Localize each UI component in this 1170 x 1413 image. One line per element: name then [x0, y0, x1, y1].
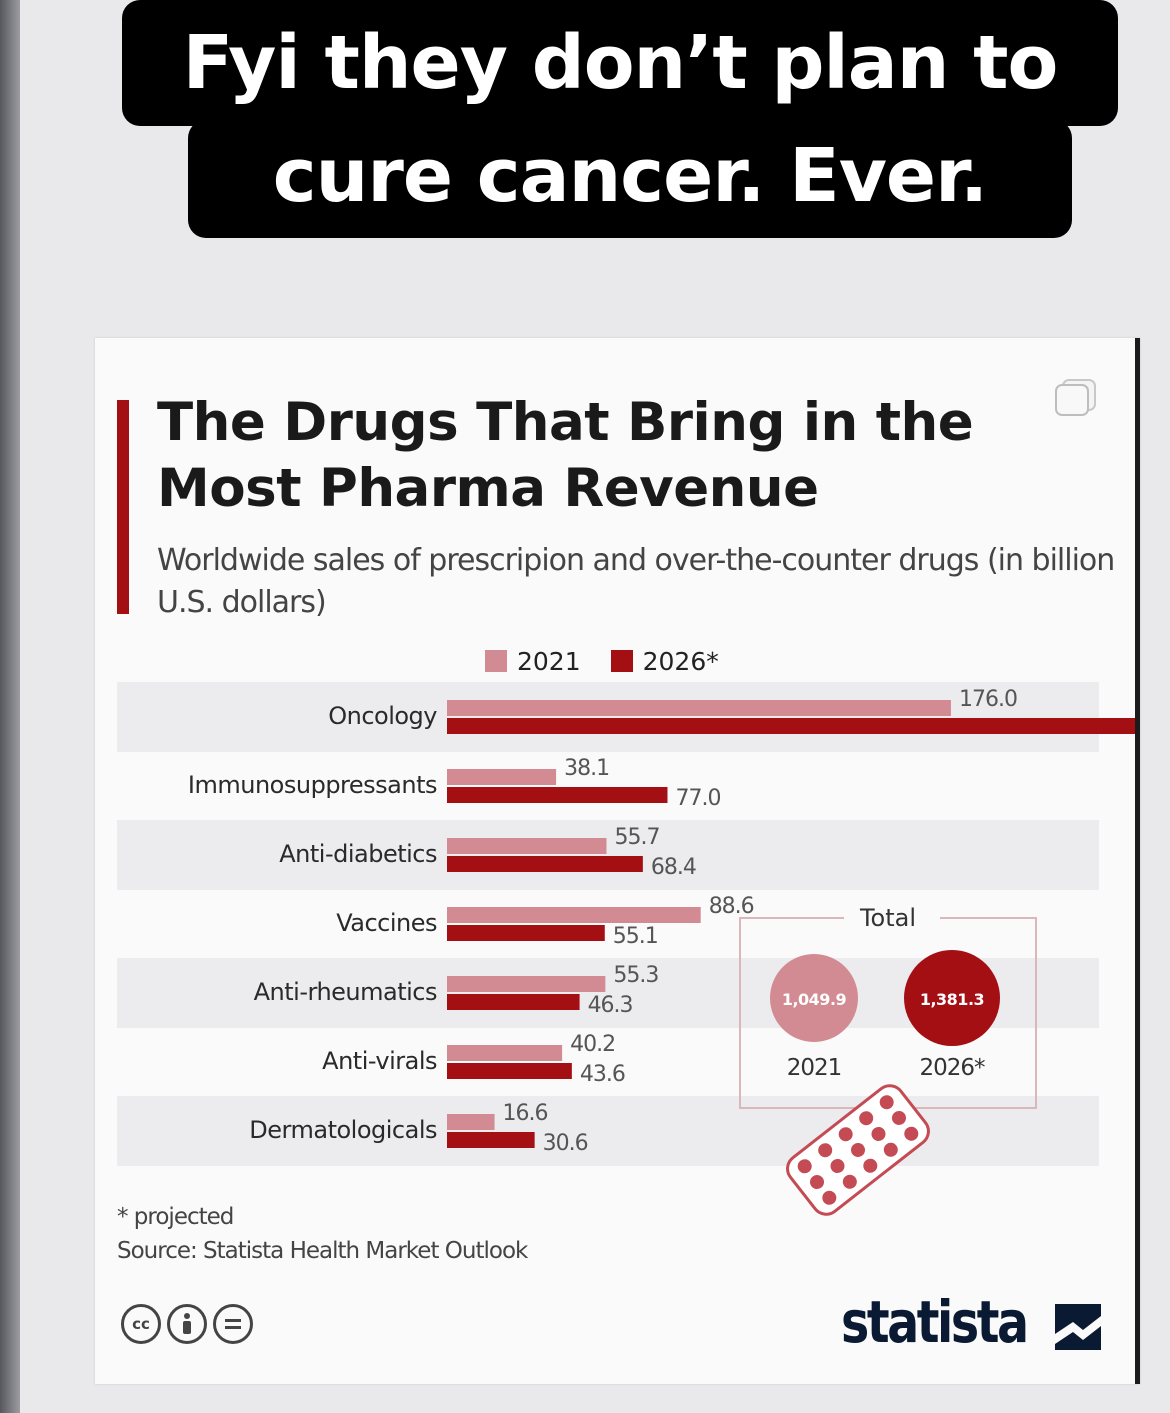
value-label-2026: 68.4	[651, 855, 696, 880]
pill	[830, 1159, 845, 1174]
pill-pack-icon	[786, 1084, 930, 1216]
category-label: Anti-diabetics	[279, 840, 437, 868]
category-label: Anti-rheumatics	[254, 978, 437, 1006]
bar-2026	[447, 1132, 535, 1148]
total-year-0: 2021	[787, 1055, 842, 1081]
total-circle-0	[770, 954, 858, 1042]
left-screen-edge	[0, 0, 20, 1413]
chart-card: The Drugs That Bring in the Most Pharma …	[95, 338, 1140, 1384]
value-label-2021: 88.6	[709, 894, 754, 919]
totals-heading: Total	[859, 904, 916, 932]
total-value-0: 1,049.9	[782, 990, 847, 1009]
bar-2021	[447, 769, 557, 785]
pill	[797, 1159, 812, 1174]
row-band	[117, 820, 1099, 890]
pill	[842, 1174, 857, 1189]
statista-logo-icon	[1055, 1304, 1101, 1350]
value-label-2026: 30.6	[543, 1131, 588, 1156]
pill	[851, 1143, 865, 1157]
category-label: Dermatologicals	[249, 1116, 437, 1144]
total-value-1: 1,381.3	[920, 990, 984, 1009]
footnote: * projected	[117, 1204, 234, 1230]
bar-chart: Oncology176.0320.6Immunosuppressants38.1…	[117, 682, 1135, 1216]
pill	[883, 1142, 898, 1157]
bar-2026	[447, 856, 643, 872]
value-label-2021: 55.7	[614, 825, 659, 850]
bar-2026	[447, 994, 580, 1010]
category-label: Oncology	[328, 702, 437, 730]
total-circle-1	[904, 950, 1000, 1046]
pill	[871, 1126, 886, 1141]
no-derivatives-icon[interactable]	[213, 1304, 253, 1344]
total-year-1: 2026*	[919, 1055, 985, 1081]
license-icons: cc	[121, 1304, 259, 1344]
value-label-2026: 55.1	[613, 924, 658, 949]
pill	[891, 1110, 906, 1125]
pill	[904, 1126, 919, 1141]
bar-2021	[447, 838, 607, 854]
legend-label-2026: 2026*	[642, 646, 719, 676]
value-label-2021: 55.3	[613, 963, 658, 988]
legend-item-2021: 2021	[485, 647, 581, 676]
category-label: Immunosuppressants	[188, 771, 437, 799]
row-band	[117, 682, 1099, 752]
source-note: Source: Statista Health Market Outlook	[117, 1238, 528, 1264]
bar-2021	[447, 907, 701, 923]
bar-2026	[447, 1063, 572, 1079]
value-label-2021: 38.1	[564, 756, 609, 781]
copy-icon[interactable]	[1053, 378, 1099, 418]
category-label: Anti-virals	[322, 1047, 437, 1075]
pill	[822, 1190, 837, 1205]
pill	[863, 1158, 878, 1173]
caption-line-1: Fyi they don’t plan to	[122, 0, 1118, 126]
value-label-2026: 46.3	[588, 993, 633, 1018]
bar-2021	[447, 700, 951, 716]
value-label-2021: 176.0	[959, 687, 1017, 712]
pill	[818, 1143, 833, 1158]
bar-2026	[447, 718, 1135, 734]
legend-item-2026: 2026*	[610, 646, 719, 676]
bar-2021	[447, 1114, 495, 1130]
value-label-2021: 16.6	[503, 1101, 548, 1126]
bar-2021	[447, 976, 606, 992]
pill	[859, 1111, 874, 1126]
chart-subtitle: Worldwide sales of prescripion and over-…	[157, 543, 1115, 620]
bar-2021	[447, 1045, 563, 1061]
bar-2026	[447, 925, 605, 941]
pill	[838, 1127, 853, 1142]
bar-2026	[447, 787, 668, 803]
attribution-icon[interactable]	[167, 1304, 207, 1344]
caption-line-2: cure cancer. Ever.	[188, 120, 1072, 238]
legend-swatch-2021	[485, 650, 507, 672]
title-accent-bar	[117, 400, 129, 614]
legend-swatch-2026	[610, 650, 633, 672]
brand-logo-text: statista	[841, 1288, 1029, 1356]
chart-title: The Drugs That Bring in the Most Pharma …	[157, 392, 974, 519]
value-label-2026: 43.6	[580, 1062, 625, 1087]
legend-label-2021: 2021	[517, 646, 581, 676]
value-label-2026: 77.0	[675, 786, 720, 811]
value-label-2021: 40.2	[570, 1032, 615, 1057]
pill	[810, 1175, 825, 1190]
category-label: Vaccines	[336, 909, 437, 937]
chart-legend: 2021 2026*	[485, 644, 749, 678]
cc-icon[interactable]: cc	[121, 1304, 161, 1344]
pill	[879, 1095, 894, 1110]
